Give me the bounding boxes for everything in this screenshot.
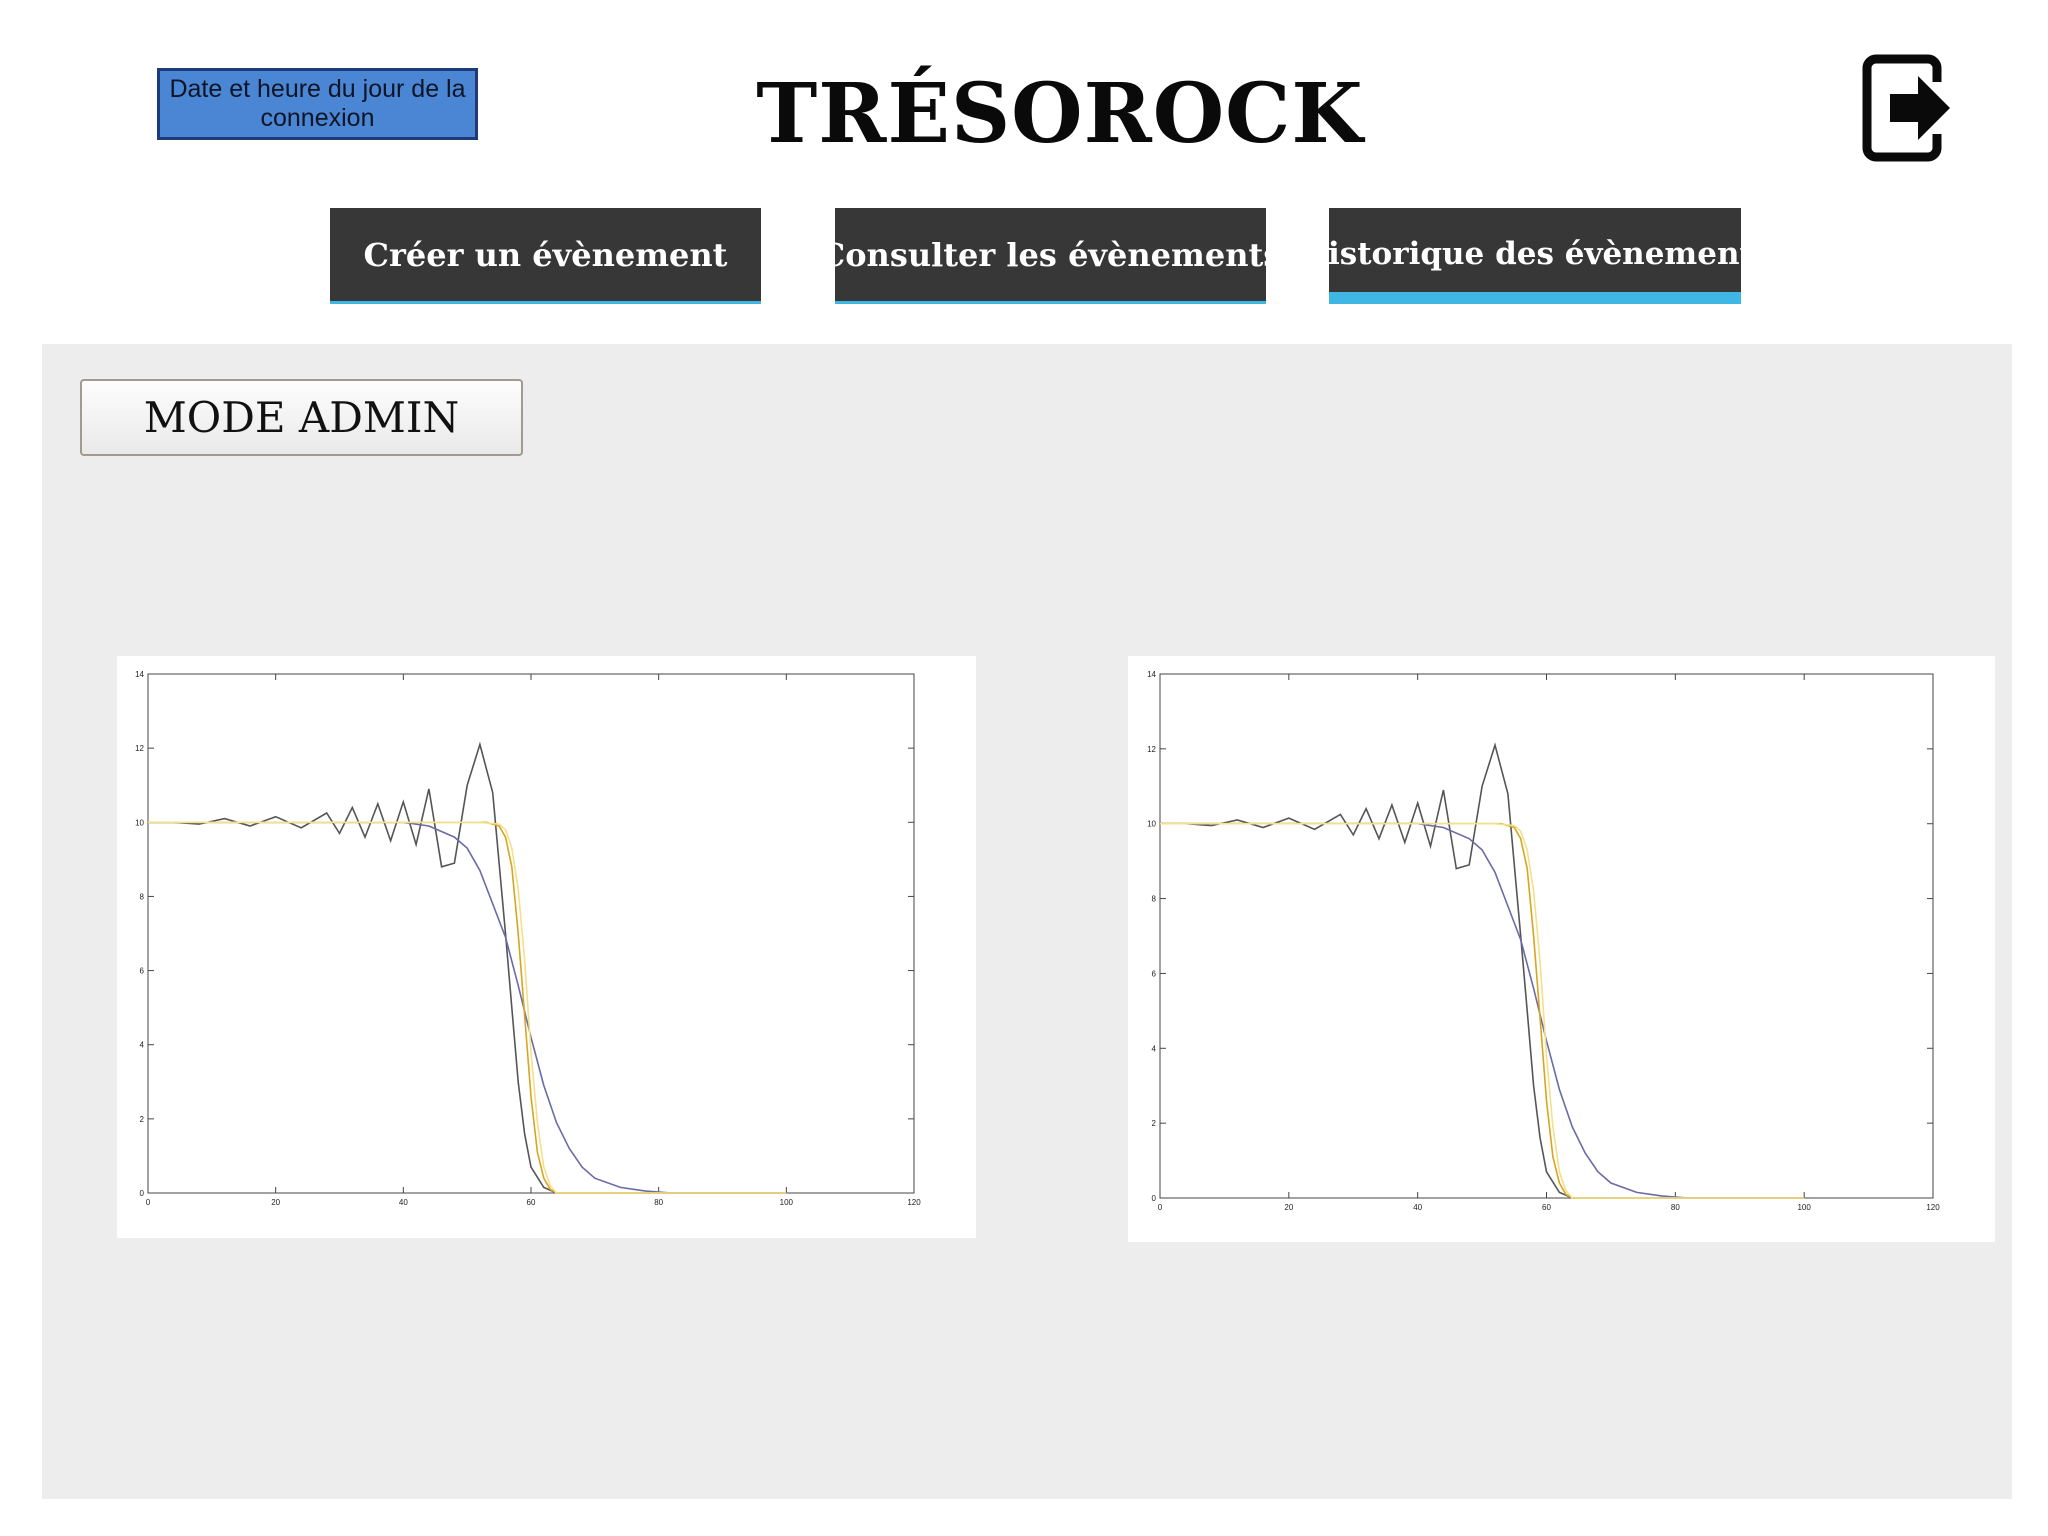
x-tick-label: 60	[527, 1198, 536, 1207]
y-tick-label: 12	[135, 744, 144, 753]
y-tick-label: 6	[140, 967, 145, 976]
chart-right: 0 20 40 60 80 100 120 0 2 4 6 8 10 12 14	[1128, 656, 1995, 1242]
y-tick-label: 0	[140, 1189, 145, 1198]
connection-datetime-box: Date et heure du jour de la connexion	[157, 68, 478, 140]
x-tick-label: 40	[399, 1198, 408, 1207]
x-tick-label: 80	[1671, 1203, 1680, 1212]
admin-mode-label: MODE ADMIN	[143, 393, 460, 442]
x-tick-label: 0	[146, 1198, 151, 1207]
y-tick-label: 14	[1147, 670, 1156, 679]
series-line-4	[1160, 822, 1805, 1199]
chart-right-svg: 0 20 40 60 80 100 120 0 2 4 6 8 10 12 14	[1147, 670, 1940, 1212]
nav-history-events[interactable]: Historique des évènements	[1299, 208, 1771, 304]
x-tick-label: 120	[1926, 1203, 1940, 1212]
series-line-1	[1160, 742, 1805, 1199]
connection-datetime-label: Date et heure du jour de la connexion	[169, 75, 466, 132]
x-tick-label: 100	[780, 1198, 794, 1207]
y-tick-label: 6	[1152, 969, 1157, 978]
x-tick-label: 0	[1158, 1203, 1163, 1212]
chart-left-svg: 0 20 40 60 80 100 120 0 2 4 6 8 10 12 14	[135, 670, 921, 1207]
chart-left: 0 20 40 60 80 100 120 0 2 4 6 8 10 12 14	[117, 656, 976, 1238]
nav-history-events-label: Historique des évènements	[1298, 236, 1772, 272]
y-tick-label: 4	[140, 1041, 145, 1050]
admin-mode-button[interactable]: MODE ADMIN	[80, 379, 523, 456]
y-tick-label: 4	[1152, 1044, 1157, 1053]
y-tick-label: 14	[135, 670, 144, 679]
x-tick-label: 60	[1542, 1203, 1551, 1212]
x-tick-label: 20	[1284, 1203, 1293, 1212]
x-tick-label: 120	[907, 1198, 921, 1207]
series-line-2	[1160, 822, 1805, 1199]
nav-view-events[interactable]: Consulter les évènements	[820, 208, 1281, 304]
y-tick-label: 8	[1152, 895, 1157, 904]
y-tick-label: 12	[1147, 745, 1156, 754]
y-tick-label: 2	[1152, 1119, 1157, 1128]
series-line-3	[148, 821, 787, 1194]
y-tick-label: 10	[135, 818, 144, 827]
x-tick-label: 40	[1413, 1203, 1422, 1212]
plot-frame	[147, 673, 915, 1194]
series-line-3	[1160, 822, 1805, 1199]
nav-view-events-label: Consulter les évènements	[819, 235, 1282, 274]
sign-out-icon[interactable]	[1860, 52, 1956, 164]
series-line-1	[148, 741, 787, 1194]
y-tick-label: 8	[140, 892, 145, 901]
nav-create-event[interactable]: Créer un évènement	[330, 208, 761, 304]
y-tick-label: 2	[140, 1115, 145, 1124]
plot-frame	[1159, 673, 1934, 1199]
app-title: TRÉSOROCK	[756, 66, 1364, 162]
y-tick-label: 10	[1147, 820, 1156, 829]
series-line-2	[148, 821, 787, 1194]
series-line-4	[148, 821, 787, 1194]
x-tick-label: 100	[1797, 1203, 1811, 1212]
x-tick-label: 20	[271, 1198, 280, 1207]
nav-create-event-label: Créer un évènement	[363, 235, 728, 274]
x-tick-label: 80	[654, 1198, 663, 1207]
y-tick-label: 0	[1152, 1194, 1157, 1203]
